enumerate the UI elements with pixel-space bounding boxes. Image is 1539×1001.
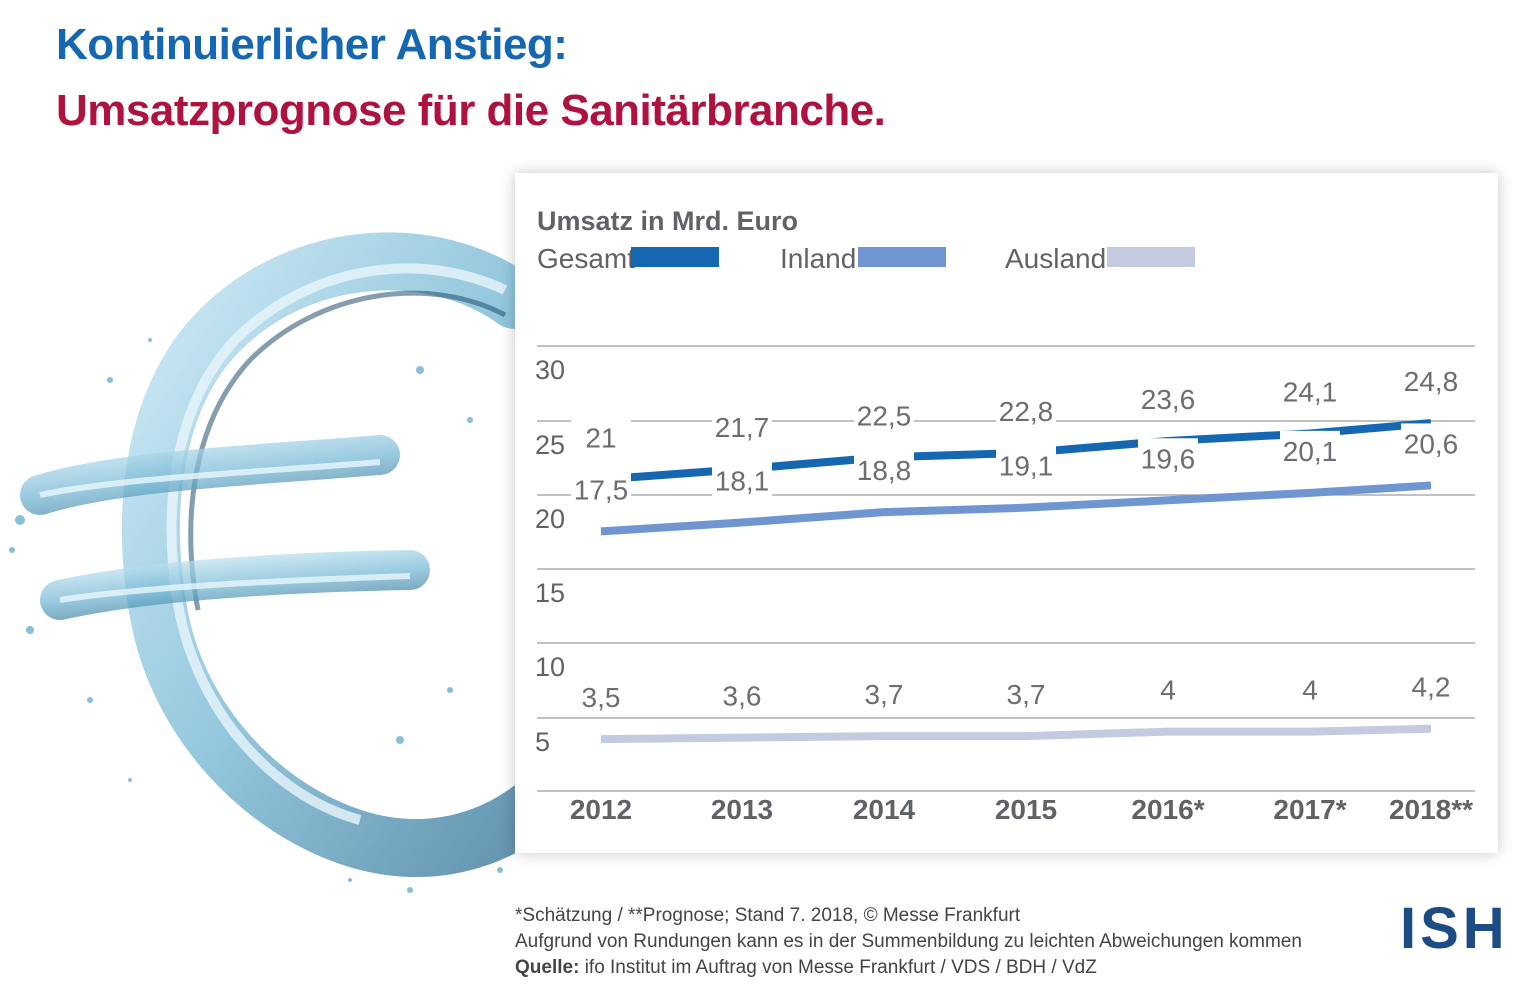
y-tick-20: 20: [535, 504, 565, 534]
data-label-gesamt-1: 21,7: [715, 412, 770, 443]
data-label-inland-4: 19,6: [1141, 443, 1196, 474]
legend-swatch-gesamt: [631, 247, 719, 267]
data-label-bg-ausland-5: [1280, 669, 1340, 706]
footnote: *Schätzung / **Prognose; Stand 7. 2018, …: [515, 903, 1302, 981]
data-label-bg-ausland-4: [1138, 669, 1198, 706]
x-tick-2015: 2015: [995, 794, 1057, 825]
ish-logo: ISH: [1400, 896, 1509, 961]
chart-panel: Umsatz in Mrd. Euro Gesamt Inland Auslan…: [515, 173, 1498, 853]
data-label-bg-gesamt-2: [854, 395, 914, 432]
x-tick-2017: 2017*: [1273, 794, 1346, 825]
data-label-bg-inland-3: [996, 445, 1056, 482]
data-label-inland-2: 18,8: [857, 455, 912, 486]
revenue-line-chart: Umsatz in Mrd. Euro Gesamt Inland Auslan…: [535, 206, 1475, 825]
data-label-ausland-2: 3,7: [865, 679, 904, 710]
y-tick-30: 30: [535, 355, 565, 385]
data-label-bg-inland-4: [1138, 438, 1198, 475]
data-label-inland-3: 19,1: [999, 451, 1054, 482]
data-label-bg-gesamt-1: [712, 407, 772, 444]
data-label-bg-gesamt-5: [1280, 371, 1340, 408]
data-label-ausland-0: 3,5: [582, 682, 621, 713]
data-label-bg-ausland-1: [712, 675, 772, 712]
legend-swatch-ausland: [1107, 247, 1195, 267]
legend-label-ausland: Ausland: [1005, 243, 1106, 274]
data-label-ausland-4: 4: [1160, 675, 1176, 706]
x-tick-2018: 2018**: [1389, 794, 1473, 825]
data-label-gesamt-4: 23,6: [1141, 384, 1196, 415]
source-label: Quelle:: [515, 957, 580, 978]
title-line-1: Kontinuierlicher Anstieg:: [56, 20, 568, 69]
data-label-bg-gesamt-4: [1138, 378, 1198, 415]
y-tick-25: 25: [535, 430, 565, 460]
data-label-ausland-6: 4,2: [1412, 672, 1451, 703]
footnote-line-1: *Schätzung / **Prognose; Stand 7. 2018, …: [515, 905, 1021, 926]
data-label-bg-inland-2: [854, 450, 914, 487]
data-label-gesamt-6: 24,8: [1404, 366, 1459, 397]
data-label-inland-5: 20,1: [1283, 436, 1338, 467]
legend-swatch-inland: [858, 247, 946, 267]
data-label-gesamt-3: 22,8: [999, 396, 1054, 427]
data-label-bg-inland-5: [1280, 430, 1340, 467]
data-label-ausland-5: 4: [1302, 675, 1318, 706]
data-label-bg-gesamt-3: [996, 390, 1056, 427]
chart-title: Umsatz in Mrd. Euro: [537, 206, 798, 236]
source-text: ifo Institut im Auftrag von Messe Frankf…: [584, 957, 1097, 978]
x-tick-2014: 2014: [853, 794, 916, 825]
data-label-gesamt-5: 24,1: [1283, 377, 1338, 408]
water-euro-splash-illustration: [9, 232, 559, 893]
data-label-bg-inland-6: [1401, 423, 1461, 460]
y-tick-10: 10: [535, 652, 565, 682]
footnote-source: Quelle: ifo Institut im Auftrag von Mess…: [515, 955, 1302, 981]
data-label-bg-gesamt-0: [571, 417, 631, 454]
data-label-inland-6: 20,6: [1404, 428, 1459, 459]
series-line-inland: [600, 481, 1432, 536]
data-label-ausland-1: 3,6: [723, 681, 762, 712]
data-label-bg-ausland-0: [571, 677, 631, 714]
data-label-bg-ausland-6: [1401, 666, 1461, 703]
data-label-gesamt-0: 21: [585, 423, 616, 454]
data-label-inland-0: 17,5: [574, 474, 629, 505]
x-tick-2013: 2013: [711, 794, 773, 825]
data-label-ausland-3: 3,7: [1007, 679, 1046, 710]
data-label-bg-inland-1: [712, 460, 772, 497]
data-label-bg-inland-0: [571, 469, 631, 506]
y-tick-5: 5: [535, 727, 550, 757]
data-label-bg-gesamt-6: [1401, 361, 1461, 398]
x-tick-2016: 2016*: [1131, 794, 1204, 825]
series-line-ausland: [600, 724, 1432, 744]
footnote-line-2: Aufgrund von Rundungen kann es in der Su…: [515, 931, 1302, 952]
y-tick-15: 15: [535, 578, 565, 608]
data-label-bg-ausland-2: [854, 674, 914, 711]
data-label-inland-1: 18,1: [715, 466, 770, 497]
x-tick-2012: 2012: [570, 794, 632, 825]
x-axis-ticks: 2012 2013 2014 2015 2016* 2017* 2018**: [570, 794, 1473, 825]
data-label-gesamt-2: 22,5: [857, 400, 912, 431]
y-axis-ticks: 30 25 20 15 10 5: [535, 355, 565, 757]
title-line-2: Umsatzprognose für die Sanitärbranche.: [56, 86, 886, 135]
legend-label-inland: Inland: [780, 243, 856, 274]
data-label-bg-ausland-3: [996, 674, 1056, 711]
legend-label-gesamt: Gesamt: [537, 243, 635, 274]
series-layer: 21 21,7 22,5 22,8 23,6 24,1 24,8 17,5 18,1 18,8 19…: [571, 361, 1461, 744]
